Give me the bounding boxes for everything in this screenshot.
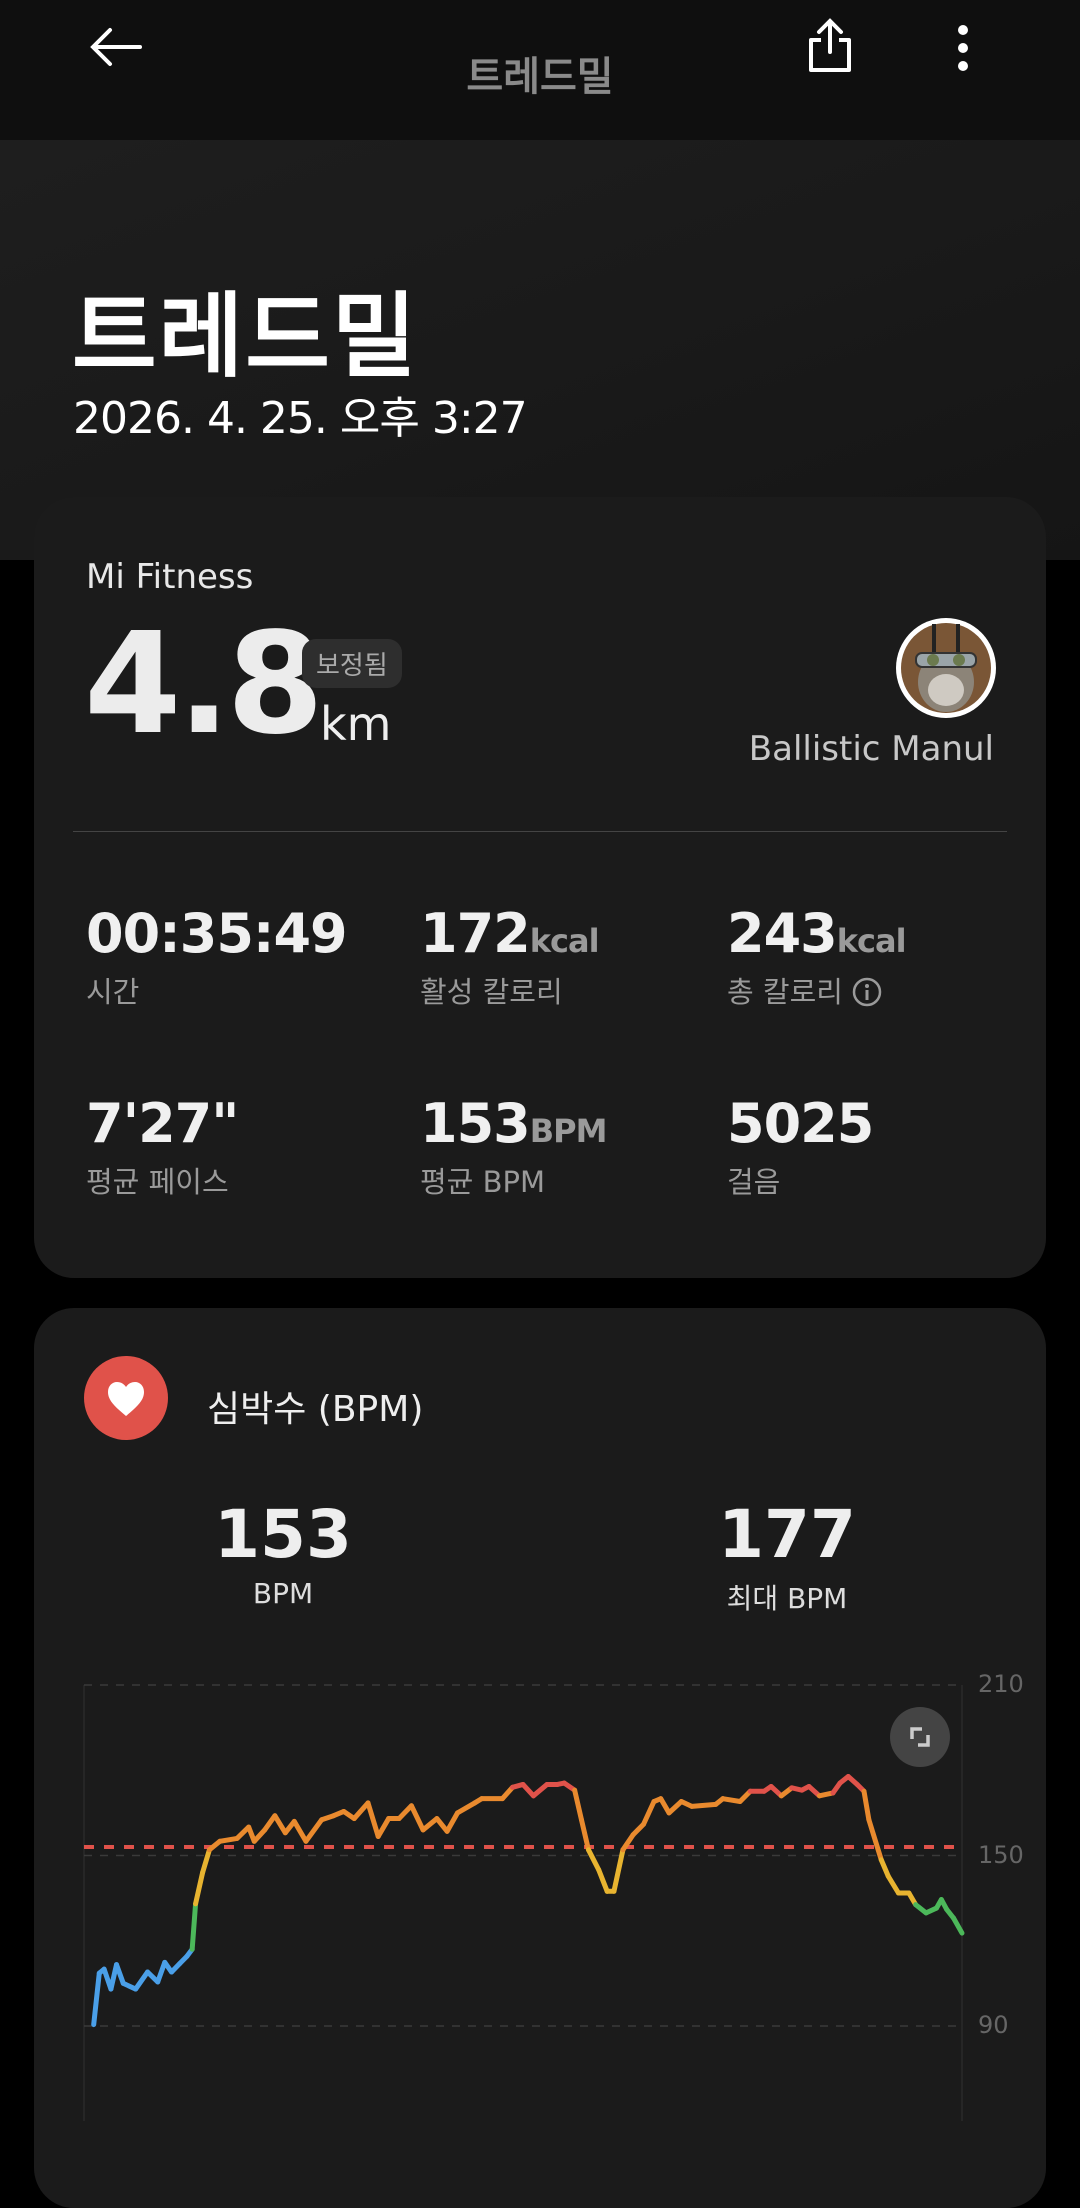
heart-rate-segment bbox=[689, 1801, 719, 1809]
max-bpm-label: 최대 BPM bbox=[726, 1582, 848, 1615]
heart-rate-segment bbox=[189, 1901, 199, 1952]
stat-label: 시간 bbox=[86, 975, 140, 1009]
heart-rate-segment bbox=[530, 1781, 550, 1799]
heart-rate-segment bbox=[396, 1803, 414, 1822]
heart-rate-segment bbox=[885, 1873, 901, 1896]
heart-rate-card: 심박수 (BPM) 153 BPM 177 최대 BPM bbox=[34, 1308, 1046, 2208]
heart-rate-segment bbox=[217, 1835, 240, 1844]
heart-rate-chart bbox=[83, 1684, 965, 2121]
stat-value: 243 bbox=[727, 902, 838, 965]
stat-duration: 00:35:49 시간 bbox=[86, 902, 348, 1011]
stat-label: 평균 BPM bbox=[420, 1165, 545, 1199]
heart-rate-segment bbox=[861, 1788, 872, 1823]
heart-rate-segment bbox=[641, 1799, 657, 1827]
y-tick-label: 150 bbox=[978, 1841, 1024, 1869]
stat-value: 00:35:49 bbox=[86, 902, 348, 965]
expand-icon bbox=[910, 1727, 930, 1747]
heart-rate-segment bbox=[499, 1784, 516, 1802]
heart-rate-title: 심박수 (BPM) bbox=[207, 1389, 424, 1430]
stat-steps: 5025 걸음 bbox=[727, 1092, 874, 1201]
arrow-left-icon[interactable] bbox=[88, 26, 144, 68]
heart-rate-segment bbox=[720, 1796, 743, 1805]
heart-rate-segment bbox=[620, 1832, 636, 1853]
heart-rate-segment bbox=[520, 1781, 536, 1799]
divider bbox=[73, 831, 1007, 832]
heart-rate-segment bbox=[262, 1813, 278, 1833]
heart-rate-segment bbox=[611, 1847, 626, 1894]
heart-rate-segment bbox=[585, 1847, 602, 1873]
stat-label: 평균 페이스 bbox=[86, 1165, 229, 1199]
heart-rate-segment bbox=[878, 1857, 891, 1879]
app-bar-title: 트레드밀 bbox=[466, 54, 614, 100]
heart-rate-segment bbox=[578, 1817, 591, 1853]
stat-label: 총 칼로리 bbox=[727, 975, 843, 1009]
heart-rate-segment bbox=[658, 1796, 672, 1816]
avatar[interactable] bbox=[896, 618, 996, 718]
stat-value: 172 bbox=[420, 902, 531, 965]
heart-rate-segment bbox=[251, 1827, 268, 1844]
heart-rate-segment bbox=[434, 1816, 450, 1834]
avg-bpm-value: 153 bbox=[214, 1496, 352, 1573]
heart-rate-segment bbox=[408, 1803, 426, 1833]
heart-rate-segment bbox=[200, 1847, 212, 1876]
stat-value: 153 bbox=[420, 1092, 531, 1155]
stat-active-calories: 172kcal 활성 칼로리 bbox=[420, 902, 600, 1011]
more-vertical-icon[interactable] bbox=[955, 24, 971, 72]
heart-rate-segment bbox=[666, 1799, 684, 1816]
stat-unit: kcal bbox=[529, 922, 600, 960]
heart-rate-segment bbox=[596, 1867, 610, 1894]
workout-datetime: 2026. 4. 25. 오후 3:27 bbox=[73, 393, 528, 444]
heart-rate-segment bbox=[572, 1787, 584, 1823]
heart-rate-segment bbox=[420, 1816, 440, 1833]
stat-total-calories: 243kcal 총 칼로리 bbox=[727, 902, 907, 1011]
stat-unit: BPM bbox=[529, 1112, 608, 1150]
heart-rate-segment bbox=[155, 1959, 168, 1985]
heart-rate-segment bbox=[351, 1800, 371, 1822]
stat-label: 활성 칼로리 bbox=[420, 975, 563, 1009]
heart-rate-segment bbox=[114, 1962, 126, 1986]
heart-rate-segment bbox=[91, 1970, 102, 2028]
heart-rate-segment bbox=[951, 1915, 965, 1936]
source-label: Mi Fitness bbox=[86, 557, 254, 597]
max-bpm-value: 177 bbox=[718, 1496, 856, 1573]
stat-value: 7'27" bbox=[86, 1092, 239, 1155]
stat-label: 걸음 bbox=[727, 1165, 781, 1199]
stat-value: 5025 bbox=[727, 1092, 874, 1155]
heart-rate-segment bbox=[444, 1810, 461, 1834]
calibrated-badge: 보정됨 bbox=[302, 639, 402, 688]
y-tick-label: 210 bbox=[978, 1670, 1024, 1698]
heart-rate-segment bbox=[133, 1969, 151, 1992]
heart-rate-segment bbox=[365, 1800, 381, 1839]
stat-avg-pace: 7'27" 평균 페이스 bbox=[86, 1092, 239, 1201]
workout-title: 트레드밀 bbox=[72, 283, 419, 390]
heart-rate-segment bbox=[291, 1818, 309, 1844]
user-name: Ballistic Manul bbox=[748, 729, 994, 769]
avg-heart-rate: 153 BPM bbox=[133, 1496, 433, 1610]
avg-bpm-label: BPM bbox=[252, 1577, 314, 1610]
summary-card: Mi Fitness 4.8 보정됨 km Ballistic Manul 00… bbox=[34, 497, 1046, 1278]
top-app-bar: 트레드밀 bbox=[0, 0, 1080, 140]
heart-rate-segment bbox=[272, 1813, 288, 1836]
stat-avg-bpm: 153BPM 평균 BPM bbox=[420, 1092, 608, 1201]
share-icon[interactable] bbox=[806, 18, 854, 74]
heart-rate-segment bbox=[866, 1817, 884, 1863]
expand-chart-button[interactable] bbox=[890, 1707, 950, 1767]
info-icon[interactable] bbox=[852, 977, 882, 1007]
heart-rate-segment bbox=[303, 1817, 325, 1844]
heart-rate-segment bbox=[375, 1816, 392, 1839]
stat-unit: kcal bbox=[836, 922, 907, 960]
heart-rate-segment bbox=[455, 1800, 478, 1816]
heart-icon bbox=[84, 1356, 168, 1440]
max-heart-rate: 177 최대 BPM bbox=[637, 1496, 937, 1617]
heart-rate-segment bbox=[193, 1870, 206, 1907]
hero-background bbox=[0, 140, 1080, 560]
y-tick-label: 90 bbox=[978, 2011, 1009, 2039]
distance-unit: km bbox=[320, 697, 392, 751]
distance-value: 4.8 bbox=[84, 603, 324, 766]
